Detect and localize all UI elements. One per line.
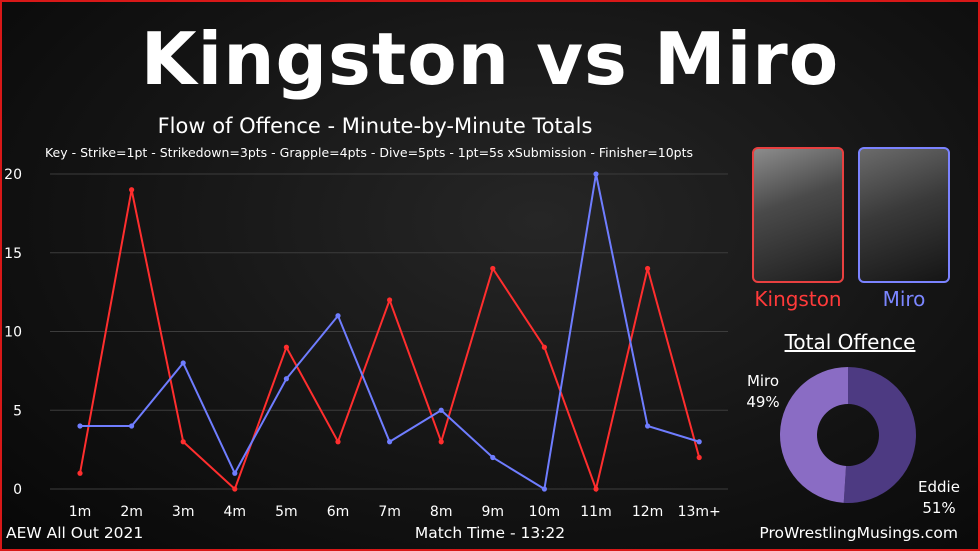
data-point-miro [593, 171, 599, 177]
x-tick-label: 3m [172, 504, 195, 520]
eddie-share-pct: 51% [922, 499, 956, 517]
x-tick-label: 9m [482, 504, 505, 520]
x-tick-label: 6m [327, 504, 350, 520]
data-point-kingston [180, 439, 186, 445]
data-point-miro [77, 423, 83, 429]
data-point-kingston [593, 486, 599, 492]
data-point-kingston [129, 187, 135, 193]
donut-slice-eddie [843, 367, 917, 503]
x-tick-label: 2m [120, 504, 143, 520]
x-tick-label: 10m [529, 504, 560, 520]
data-point-kingston [438, 439, 444, 445]
data-point-kingston [232, 486, 238, 492]
kingston-photo [752, 147, 844, 283]
data-point-miro [490, 454, 496, 461]
data-point-kingston [490, 265, 496, 272]
data-point-miro [283, 376, 289, 382]
x-tick-label: 13m+ [678, 504, 721, 520]
miro-share-label: Miro 49% [738, 371, 788, 413]
miro-name: Miro [882, 287, 926, 311]
x-tick-label: 8m [430, 504, 453, 520]
site-link[interactable]: ProWrestlingMusings.com [759, 524, 958, 542]
y-tick-label: 5 [13, 403, 22, 419]
data-point-miro [180, 360, 186, 366]
miro-photo [858, 147, 950, 283]
x-tick-label: 7m [378, 504, 401, 520]
y-tick-label: 0 [13, 482, 22, 498]
data-point-miro [645, 423, 651, 429]
y-tick-label: 10 [4, 325, 22, 341]
data-point-kingston [283, 344, 289, 350]
line-chart: 0 5 10 15 20 1m 2m 3m 4m 5m 6m 7m 8m 9m 10m 11m 12m 13m+ [4, 167, 728, 520]
data-point-miro [696, 439, 702, 445]
miro-share-pct: 49% [746, 393, 780, 411]
miro-share-name: Miro [746, 372, 780, 390]
kingston-name: Kingston [754, 287, 842, 311]
data-point-miro [129, 423, 135, 429]
eddie-share-label: Eddie 51% [908, 477, 970, 519]
total-offence-title: Total Offence [784, 330, 916, 354]
data-point-miro [438, 407, 444, 413]
data-point-kingston [541, 344, 548, 350]
eddie-share-name: Eddie [918, 478, 960, 496]
page-title: Kingston vs Miro [140, 17, 840, 101]
donut-slice-miro [780, 367, 848, 503]
y-tick-label: 20 [4, 167, 22, 183]
y-tick-label: 15 [4, 246, 22, 262]
x-tick-label: 4m [224, 504, 247, 520]
x-tick-label: 11m [580, 504, 611, 520]
x-tick-label: 5m [275, 504, 298, 520]
data-point-miro [232, 470, 238, 476]
data-point-kingston [645, 265, 651, 272]
data-point-kingston [387, 297, 393, 303]
data-point-kingston [77, 470, 83, 476]
match-time: Match Time - 13:22 [414, 524, 566, 542]
chart-title: Flow of Offence - Minute-by-Minute Total… [157, 114, 593, 138]
event-name: AEW All Out 2021 [6, 524, 144, 542]
data-point-kingston [696, 454, 702, 461]
data-point-kingston [335, 439, 341, 445]
data-point-miro [541, 486, 548, 492]
data-point-miro [387, 439, 393, 445]
x-tick-label: 1m [69, 504, 92, 520]
x-tick-label: 12m [632, 504, 663, 520]
data-point-miro [335, 313, 341, 319]
chart-key-subtitle: Key - Strike=1pt - Strikedown=3pts - Gra… [44, 145, 694, 160]
